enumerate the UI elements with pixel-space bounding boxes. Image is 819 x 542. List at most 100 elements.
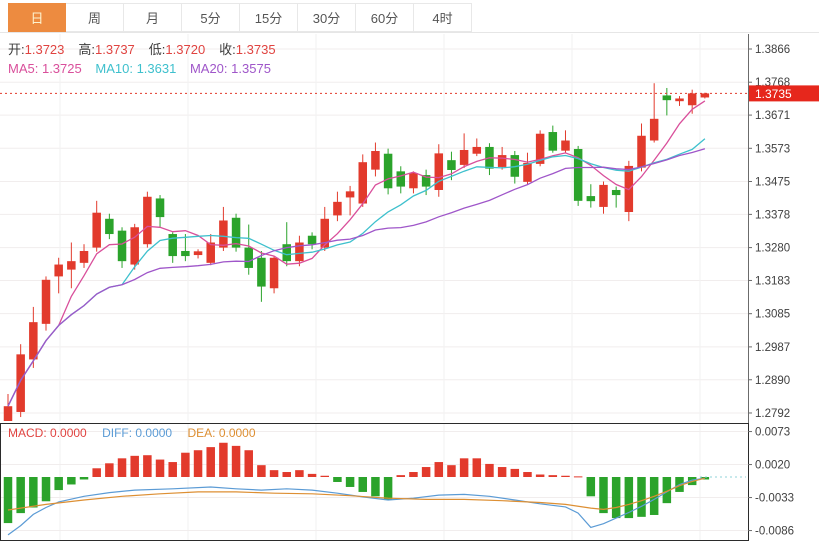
- ma10-info: MA10: 1.3631: [95, 61, 177, 76]
- macd-bar-negative: [383, 477, 393, 501]
- price-axis-label: 1.3573: [755, 143, 790, 155]
- macd-value-info: MACD: 0.0000: [8, 426, 87, 440]
- ma20-info: MA20: 1.3575: [189, 61, 271, 76]
- price-axis-label: 1.3280: [755, 243, 790, 255]
- macd-bar-negative: [79, 477, 89, 480]
- candle-up: [130, 227, 139, 265]
- macd-bar-positive: [548, 475, 558, 477]
- candle-up: [675, 98, 684, 102]
- price-axis-label: 1.2890: [755, 375, 790, 387]
- candle-down: [383, 153, 393, 189]
- candle-up: [472, 146, 482, 154]
- macd-bar-positive: [510, 468, 520, 477]
- candle-up: [29, 322, 38, 360]
- candle-down: [282, 244, 291, 262]
- macd-bar-negative: [611, 477, 621, 519]
- price-axis: 1.38661.37681.36711.35731.34751.33781.32…: [748, 34, 790, 541]
- macd-bar-positive: [92, 468, 101, 477]
- price-axis-label: 1.3183: [755, 275, 790, 287]
- candle-down: [421, 175, 431, 187]
- macd-bar-negative: [16, 477, 25, 514]
- open-label: 开:: [8, 42, 25, 57]
- high-label: 高:: [78, 42, 96, 57]
- macd-axis-label: -0.0033: [755, 493, 794, 505]
- dea-line: [7, 477, 706, 511]
- tab-8[interactable]: 4时: [414, 3, 472, 32]
- candle-up: [269, 257, 279, 289]
- macd-bar-positive: [396, 475, 406, 477]
- macd-bar-positive: [459, 458, 469, 477]
- macd-bar-positive: [168, 462, 177, 477]
- macd-bar-negative: [371, 477, 380, 497]
- candle-down: [510, 155, 520, 177]
- candle-up: [358, 162, 368, 204]
- macd-bar-positive: [307, 473, 317, 477]
- candle-down: [181, 250, 190, 257]
- candle-down: [257, 257, 266, 287]
- macd-bar-negative: [637, 477, 646, 517]
- ma-info: MA5: 1.3725 MA10: 1.3631 MA20: 1.3575: [8, 61, 281, 77]
- candle-up: [371, 151, 380, 170]
- candle-up: [523, 162, 532, 182]
- timeframe-tabbar: 日周月 5分 15分 30分 60分 4时: [0, 0, 819, 33]
- macd-bar-positive: [105, 463, 114, 477]
- macd-bar-positive: [485, 463, 494, 477]
- tab-4[interactable]: 5分: [182, 3, 240, 32]
- ma20-line: [7, 148, 706, 407]
- macd-bar-positive: [143, 455, 152, 477]
- macd-axis-label: 0.0073: [755, 427, 790, 439]
- macd-bar-positive: [269, 470, 279, 477]
- diff-value-info: DIFF: 0.0000: [102, 426, 173, 440]
- macd-bar-negative: [624, 477, 634, 519]
- candle-down: [231, 217, 241, 248]
- candle-up: [599, 184, 608, 207]
- candle-down: [586, 196, 596, 202]
- macd-bar-negative: [599, 477, 608, 514]
- tab-7[interactable]: 60分: [356, 3, 414, 32]
- tab-3[interactable]: 月: [124, 3, 182, 32]
- candle-up: [295, 242, 304, 262]
- candle-down: [548, 132, 558, 151]
- macd-bar-positive: [535, 474, 545, 477]
- candle-up: [143, 196, 152, 245]
- macd-bar-positive: [193, 450, 203, 477]
- candle-down: [155, 198, 165, 218]
- low-label: 低:: [148, 42, 166, 57]
- tab-5[interactable]: 15分: [240, 3, 298, 32]
- price-axis-label: 1.3475: [755, 177, 790, 189]
- macd-bar-positive: [130, 455, 139, 477]
- macd-bar-positive: [472, 458, 482, 477]
- candle-up: [637, 135, 646, 168]
- candle-down: [168, 234, 177, 257]
- macd-bar-positive: [257, 465, 266, 477]
- candle-up: [459, 149, 469, 165]
- macd-bar-positive: [155, 459, 165, 477]
- candle-up: [687, 93, 697, 106]
- svg-text:1.3735: 1.3735: [755, 87, 792, 101]
- tab-1[interactable]: 日: [8, 3, 66, 32]
- macd-bar-positive: [497, 467, 507, 477]
- tab-6[interactable]: 30分: [298, 3, 356, 32]
- macd-panel: 0.0073 0.0020 -0.0033 -0.0086: [0, 423, 794, 541]
- tab-2[interactable]: 周: [66, 3, 124, 32]
- macd-info: MACD: 0.0000 DIFF: 0.0000 DEA: 0.0000: [8, 426, 268, 440]
- candle-down: [244, 247, 253, 268]
- candle-up: [193, 251, 203, 256]
- candle-up: [700, 93, 710, 98]
- candle-down: [105, 218, 114, 235]
- candle-up: [79, 250, 89, 263]
- candle-up: [219, 220, 228, 248]
- price-axis-label: 1.3085: [755, 309, 790, 321]
- macd-bar-positive: [320, 475, 329, 477]
- candle-up: [41, 279, 51, 324]
- macd-bar-negative: [586, 477, 596, 497]
- close-label: 收:: [219, 42, 236, 57]
- macd-bar-positive: [244, 450, 253, 477]
- macd-bar-negative: [3, 477, 13, 524]
- macd-bar-positive: [561, 475, 570, 477]
- macd-bar-positive: [181, 452, 190, 477]
- price-axis-label: 1.3866: [755, 44, 790, 56]
- macd-bar-negative: [41, 477, 51, 502]
- ma10-line: [7, 138, 706, 407]
